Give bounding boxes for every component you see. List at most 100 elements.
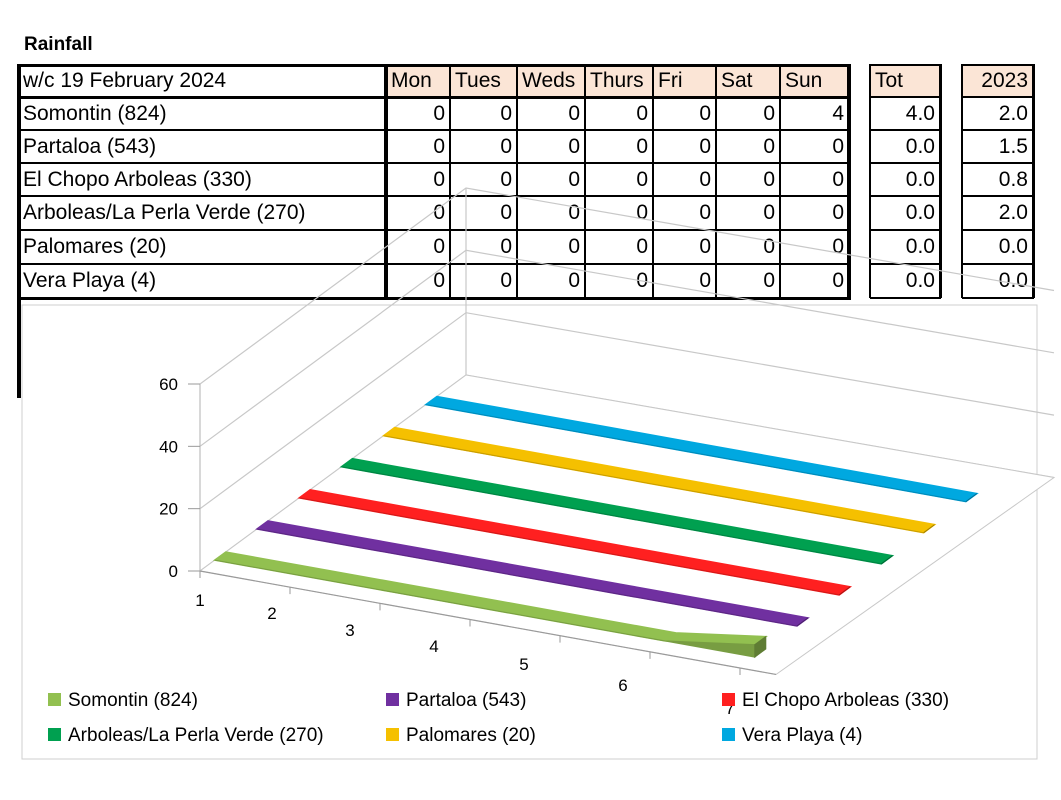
day-value-cell[interactable]: 0 bbox=[500, 168, 512, 191]
day-value-cell[interactable]: 0 bbox=[636, 168, 648, 191]
day-value-cell[interactable]: 0 bbox=[763, 135, 775, 158]
tot-value-cell[interactable]: 4.0 bbox=[905, 102, 935, 125]
prev-year-value-cell[interactable]: 2.0 bbox=[998, 102, 1028, 125]
day-header-tues[interactable]: Tues bbox=[450, 64, 517, 97]
day-value-cell[interactable]: 0 bbox=[832, 201, 844, 224]
day-value-cell[interactable]: 0 bbox=[568, 201, 580, 224]
day-column-divider bbox=[652, 64, 654, 298]
prev-year-value-cell[interactable]: 2.0 bbox=[998, 201, 1028, 224]
y-tick-label: 0 bbox=[169, 562, 178, 581]
day-value-cell[interactable]: 0 bbox=[763, 201, 775, 224]
location-name-cell[interactable]: Palomares (20) bbox=[23, 235, 167, 258]
day-value-cell[interactable]: 0 bbox=[832, 269, 844, 292]
legend-label: Somontin (824) bbox=[68, 690, 198, 711]
series-area-end bbox=[923, 524, 935, 534]
day-value-cell[interactable]: 0 bbox=[433, 168, 445, 191]
day-header-weds[interactable]: Weds bbox=[517, 64, 585, 97]
day-value-cell[interactable]: 0 bbox=[568, 168, 580, 191]
day-value-cell[interactable]: 0 bbox=[763, 168, 775, 191]
day-value-cell[interactable]: 0 bbox=[568, 269, 580, 292]
day-value-cell[interactable]: 0 bbox=[763, 269, 775, 292]
tot-row-line bbox=[870, 129, 941, 131]
day-value-cell[interactable]: 0 bbox=[832, 135, 844, 158]
x-tick-label: 6 bbox=[618, 676, 627, 695]
tot-row-line bbox=[870, 96, 941, 98]
day-value-cell[interactable]: 0 bbox=[699, 269, 711, 292]
day-value-cell[interactable]: 0 bbox=[636, 135, 648, 158]
day-value-cell[interactable]: 0 bbox=[763, 235, 775, 258]
day-value-cell[interactable]: 4 bbox=[832, 102, 844, 125]
day-value-cell[interactable]: 0 bbox=[636, 102, 648, 125]
prev-row-line bbox=[962, 263, 1034, 265]
day-value-cell[interactable]: 0 bbox=[636, 235, 648, 258]
day-value-cell[interactable]: 0 bbox=[500, 135, 512, 158]
day-value-cell[interactable]: 0 bbox=[433, 235, 445, 258]
day-value-cell[interactable]: 0 bbox=[500, 102, 512, 125]
day-value-cell[interactable]: 0 bbox=[433, 201, 445, 224]
day-header-mon[interactable]: Mon bbox=[386, 64, 450, 97]
day-value-cell[interactable]: 0 bbox=[433, 269, 445, 292]
x-axis-line bbox=[199, 570, 777, 676]
day-value-cell[interactable]: 0 bbox=[699, 102, 711, 125]
x-tick-label: 2 bbox=[267, 604, 276, 623]
prev-year-value-cell[interactable]: 0.8 bbox=[998, 168, 1028, 191]
prev-year-header[interactable]: 2023 bbox=[962, 64, 1033, 97]
day-header-thurs[interactable]: Thurs bbox=[585, 64, 653, 97]
legend-label: Arboleas/La Perla Verde (270) bbox=[68, 725, 324, 746]
tot-value-cell[interactable]: 0.0 bbox=[905, 235, 935, 258]
day-value-cell[interactable]: 0 bbox=[500, 235, 512, 258]
prev-year-value-cell[interactable]: 0.0 bbox=[998, 235, 1028, 258]
tot-row-line bbox=[870, 229, 941, 231]
table-row-line bbox=[18, 195, 851, 197]
tot-value-cell[interactable]: 0.0 bbox=[905, 135, 935, 158]
prev-row-line bbox=[962, 195, 1034, 197]
day-value-cell[interactable]: 0 bbox=[832, 235, 844, 258]
series-area-end bbox=[838, 586, 851, 596]
day-value-cell[interactable]: 0 bbox=[500, 201, 512, 224]
series-1-area bbox=[212, 551, 768, 659]
prev-border-top bbox=[962, 64, 1034, 66]
day-header-sun[interactable]: Sun bbox=[780, 64, 849, 97]
day-value-cell[interactable]: 0 bbox=[433, 135, 445, 158]
tot-value-cell[interactable]: 0.0 bbox=[905, 269, 935, 292]
prev-year-value-cell[interactable]: 1.5 bbox=[998, 135, 1028, 158]
day-value-cell[interactable]: 0 bbox=[699, 168, 711, 191]
day-value-cell[interactable]: 0 bbox=[568, 102, 580, 125]
tot-value-cell[interactable]: 0.0 bbox=[905, 168, 935, 191]
location-name-cell[interactable]: Vera Playa (4) bbox=[23, 269, 157, 292]
series-2-area bbox=[255, 520, 810, 627]
day-value-cell[interactable]: 0 bbox=[568, 135, 580, 158]
tot-header[interactable]: Tot bbox=[870, 64, 940, 97]
week-label-cell[interactable]: w/c 19 February 2024 bbox=[23, 69, 227, 92]
day-value-cell[interactable]: 0 bbox=[433, 102, 445, 125]
day-value-cell[interactable]: 0 bbox=[699, 235, 711, 258]
table-row-line bbox=[18, 229, 851, 231]
prev-row-line bbox=[962, 229, 1034, 231]
day-value-cell[interactable]: 0 bbox=[568, 235, 580, 258]
location-name-cell[interactable]: Somontin (824) bbox=[23, 102, 167, 125]
legend-swatch bbox=[386, 693, 399, 706]
tot-value-cell[interactable]: 0.0 bbox=[905, 201, 935, 224]
series-3-area bbox=[297, 489, 853, 596]
day-value-cell[interactable]: 0 bbox=[636, 201, 648, 224]
rainfall-table: w/c 19 February 2024 Mon Tues Weds Thurs Fri S… bbox=[17, 64, 1035, 398]
legend-item-1: Somontin (824) bbox=[48, 690, 198, 711]
prev-year-value-cell[interactable]: 0.0 bbox=[998, 269, 1028, 292]
tot-border-left bbox=[869, 64, 871, 298]
series-area-end bbox=[965, 493, 978, 503]
day-value-cell[interactable]: 0 bbox=[763, 102, 775, 125]
legend-label: Palomares (20) bbox=[406, 725, 536, 746]
legend-swatch bbox=[386, 728, 399, 741]
day-value-cell[interactable]: 0 bbox=[500, 269, 512, 292]
day-value-cell[interactable]: 0 bbox=[832, 168, 844, 191]
location-name-cell[interactable]: Partaloa (543) bbox=[23, 135, 157, 158]
day-header-fri[interactable]: Fri bbox=[653, 64, 716, 97]
day-value-cell[interactable]: 0 bbox=[699, 135, 711, 158]
location-name-cell[interactable]: Arboleas/La Perla Verde (270) bbox=[23, 201, 306, 224]
series-area-end bbox=[881, 555, 893, 565]
day-header-sat[interactable]: Sat bbox=[716, 64, 780, 97]
legend-item-4: Arboleas/La Perla Verde (270) bbox=[48, 725, 324, 746]
day-value-cell[interactable]: 0 bbox=[699, 201, 711, 224]
legend-label: Partaloa (543) bbox=[406, 690, 526, 711]
location-name-cell[interactable]: El Chopo Arboleas (330) bbox=[23, 168, 252, 191]
